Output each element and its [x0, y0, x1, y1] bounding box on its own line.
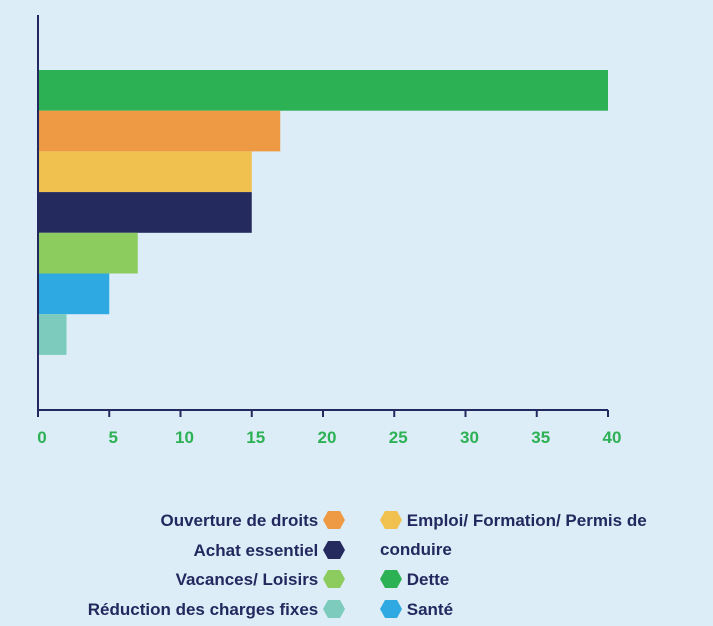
legend-label: Réduction des charges fixes	[87, 599, 319, 619]
hexagon	[380, 570, 402, 588]
legend-item: Réduction des charges fixes	[88, 595, 345, 624]
bar	[38, 70, 608, 111]
x-tick-label: 10	[175, 428, 194, 447]
legend-label: Santé	[406, 599, 454, 619]
x-tick-label: 25	[389, 428, 408, 447]
hexagon	[323, 540, 345, 559]
legend-swatch	[323, 599, 345, 618]
bar	[38, 151, 252, 193]
bar	[38, 232, 138, 274]
bar	[38, 273, 110, 315]
x-tick-label: 15	[246, 428, 265, 447]
legend-label: Ouverture de droits	[160, 511, 319, 530]
legend-swatch	[323, 511, 345, 529]
legend-swatch	[380, 511, 402, 529]
hexagon	[380, 599, 402, 618]
legend-item: Emploi/ Formation/ Permis de conduire	[380, 506, 652, 564]
legend-swatch	[380, 599, 402, 618]
hexagon	[323, 511, 345, 529]
bar	[38, 110, 281, 152]
hexagon	[380, 511, 402, 529]
legend-swatch	[323, 570, 345, 588]
x-tick-label: 30	[460, 428, 479, 447]
legend-label: Dette	[406, 570, 450, 589]
legend-item: Achat essentiel	[194, 536, 345, 565]
x-tick-label: 0	[37, 428, 46, 447]
x-tick-label: 35	[531, 428, 550, 447]
legend-swatch	[380, 570, 402, 588]
legend-swatch	[323, 540, 345, 559]
legend-label: Emploi/ Formation/ Permis de conduire	[380, 511, 647, 559]
legend-label: Achat essentiel	[193, 540, 319, 560]
hexagon	[323, 599, 345, 618]
x-tick-label: 5	[109, 428, 118, 447]
plot: 0 5 10 15 20 25 30 35 40	[37, 15, 622, 447]
legend-item: Ouverture de droits	[160, 506, 345, 535]
hexagon	[323, 570, 345, 588]
x-tick-label: 20	[318, 428, 337, 447]
x-tick-label: 40	[603, 428, 622, 447]
legend-item: Santé	[380, 595, 453, 624]
bar	[38, 192, 252, 233]
bar	[38, 314, 67, 355]
legend-label: Vacances/ Loisirs	[175, 570, 319, 589]
legend-item: Dette	[380, 565, 449, 594]
legend-item: Vacances/ Loisirs	[176, 565, 345, 594]
